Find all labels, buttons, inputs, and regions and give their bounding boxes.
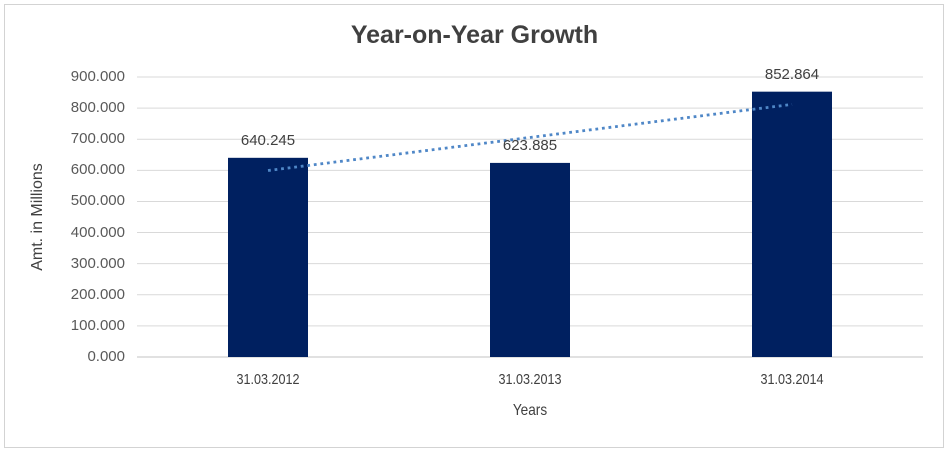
bar-31.03.2014 [752,91,832,357]
bar-31.03.2013 [490,162,570,357]
linear-trendline [267,102,793,172]
y-axis-title: Amt. in Millions [29,163,46,271]
bar-31.03.2012 [228,157,308,357]
chart-title: Year-on-Year Growth [350,21,599,49]
x-axis-title: Years [512,402,548,419]
